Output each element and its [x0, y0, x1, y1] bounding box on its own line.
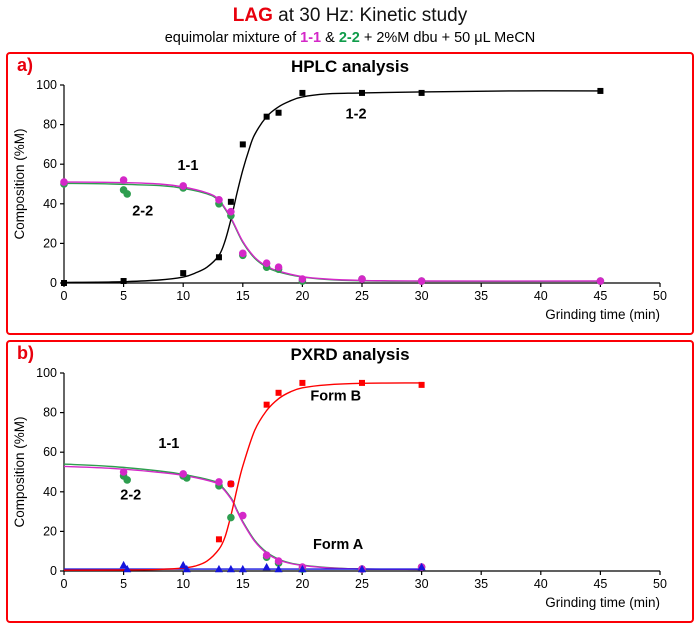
series-1-1-label: 1-1 [158, 436, 179, 452]
series-1-2-label: 1-2 [346, 107, 367, 123]
x-tick-label: 25 [355, 289, 369, 303]
series-Form B-points [215, 379, 425, 543]
x-tick-label: 20 [295, 577, 309, 591]
x-tick-label: 5 [120, 289, 127, 303]
x-tick-label: 20 [295, 289, 309, 303]
x-axis-label: Grinding time (min) [545, 595, 660, 610]
x-tick-label: 45 [593, 577, 607, 591]
ticks: 0 5 10 15 20 25 30 35 40 45 50 0 20 40 60 80 100 [36, 366, 667, 591]
x-tick-label: 50 [653, 577, 667, 591]
y-tick-label: 20 [43, 236, 57, 250]
figure-title: LAG at 30 Hz: Kinetic study [6, 4, 694, 28]
x-tick-label: 15 [236, 577, 250, 591]
compound-1-1-label: 1-1 [300, 29, 322, 46]
x-tick-label: 0 [61, 577, 68, 591]
figure-subtitle: equimolar mixture of 1-1 & 2-2 + 2%M dbu… [6, 29, 694, 47]
subtitle-mid: & [321, 29, 339, 46]
panel-label-b: b) [17, 342, 34, 363]
series-Form A-points [119, 560, 426, 573]
y-tick-label: 0 [50, 276, 57, 290]
series-2-2-label: 2-2 [120, 488, 141, 504]
ticks: 0 5 10 15 20 25 30 35 40 45 50 0 20 40 60 80 100 [36, 78, 667, 303]
series-2-2-points [60, 180, 605, 285]
x-tick-label: 15 [236, 289, 250, 303]
series-1-2-points [61, 87, 604, 286]
x-tick-label: 10 [176, 289, 190, 303]
x-tick-label: 35 [474, 577, 488, 591]
y-axis-label: Composition (%M) [12, 128, 27, 239]
panel-pxrd: b) PXRD analysis 0 5 10 15 20 25 30 35 40 45 50 0 20… [6, 339, 694, 623]
x-tick-label: 40 [534, 577, 548, 591]
series-1-2-curve [63, 90, 601, 283]
series-2-2-curve [63, 182, 601, 282]
y-tick-label: 80 [43, 117, 57, 131]
y-tick-label: 100 [36, 366, 57, 380]
y-tick-label: 0 [50, 564, 57, 578]
series-1-1-points [60, 176, 605, 285]
y-tick-label: 40 [43, 485, 57, 499]
chart-title-pxrd: PXRD analysis [290, 344, 410, 364]
title-text: at 30 Hz: Kinetic study [272, 5, 468, 26]
subtitle-suffix: + 2%M dbu + 50 μL MeCN [359, 29, 536, 46]
y-tick-label: 60 [43, 445, 57, 459]
x-axis-label: Grinding time (min) [545, 307, 660, 322]
series-Form A-label: Form A [313, 537, 364, 553]
series-Form B-curve [63, 382, 422, 571]
y-axis-label: Composition (%M) [12, 416, 27, 527]
series-1-1-curve [63, 181, 601, 282]
figure-header: LAG at 30 Hz: Kinetic study equimolar mi… [6, 4, 694, 47]
chart-hplc: 0 5 10 15 20 25 30 35 40 45 50 0 20 40 60 80 100 Grinding… [12, 78, 667, 322]
chart-pxrd: 0 5 10 15 20 25 30 35 40 45 50 0 20 40 60 80 100 Grinding… [12, 366, 667, 610]
chart-title-hplc: HPLC analysis [290, 56, 410, 76]
y-tick-label: 100 [36, 78, 57, 92]
x-tick-label: 45 [593, 289, 607, 303]
y-tick-label: 80 [43, 405, 57, 419]
title-highlight: LAG [232, 5, 273, 26]
series-2-2-label: 2-2 [132, 204, 153, 220]
panel-label-a: a) [17, 54, 34, 75]
x-tick-label: 35 [474, 289, 488, 303]
x-tick-label: 10 [176, 577, 190, 591]
compound-2-2-label: 2-2 [338, 29, 360, 46]
y-tick-label: 20 [43, 524, 57, 538]
x-tick-label: 25 [355, 577, 369, 591]
x-tick-label: 40 [534, 289, 548, 303]
y-tick-label: 60 [43, 157, 57, 171]
x-tick-label: 30 [415, 577, 429, 591]
series-1-1-curve [63, 465, 422, 570]
series-Form B-label: Form B [310, 389, 361, 405]
panel-hplc: a) HPLC analysis 0 5 10 15 20 25 30 35 40 45 50 0 20… [6, 51, 694, 335]
x-tick-label: 0 [61, 289, 68, 303]
x-tick-label: 30 [415, 289, 429, 303]
series-1-1-label: 1-1 [177, 158, 198, 174]
x-tick-label: 5 [120, 577, 127, 591]
x-tick-label: 50 [653, 289, 667, 303]
y-tick-label: 40 [43, 197, 57, 211]
subtitle-prefix: equimolar mixture of [164, 29, 301, 46]
